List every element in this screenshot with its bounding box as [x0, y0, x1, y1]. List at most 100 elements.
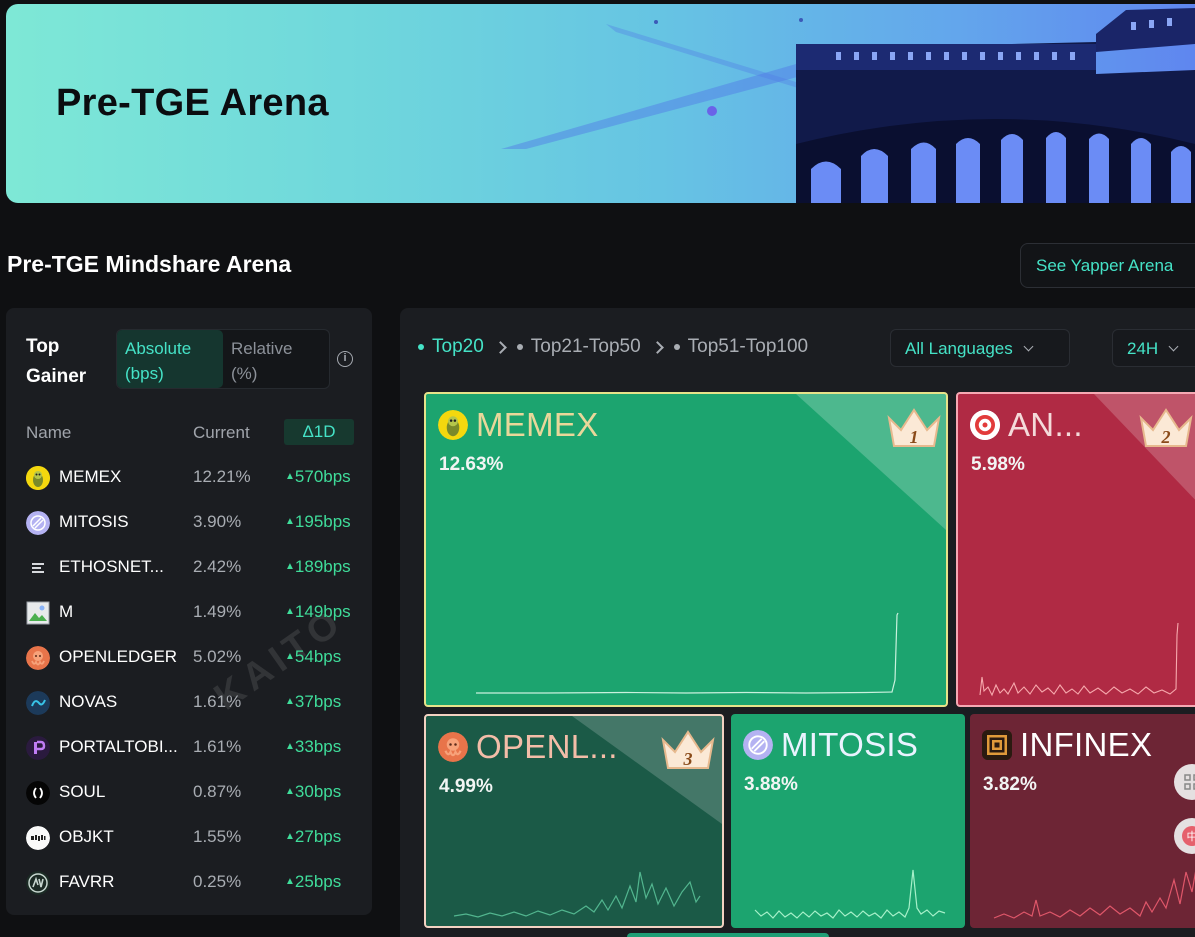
up-arrow-icon: ▲: [285, 651, 295, 662]
chevron-down-icon: [1023, 341, 1034, 352]
table-row[interactable]: MEMEX 12.21% ▲570bps: [6, 455, 372, 500]
svg-text:3: 3: [683, 749, 693, 769]
treemap-tile-memex[interactable]: MEMEX 12.63% 1: [424, 392, 948, 707]
tile-title: INFINEX: [982, 726, 1152, 764]
toggle-absolute[interactable]: Absolute (bps): [117, 330, 223, 388]
crumb-top20[interactable]: Top20: [418, 336, 484, 358]
row-delta: ▲54bps: [285, 647, 341, 667]
row-current: 1.61%: [193, 737, 242, 756]
table-row[interactable]: PORTALTOBI... 1.61% ▲33bps: [6, 725, 372, 770]
table-row[interactable]: FAVRR 0.25% ▲25bps: [6, 860, 372, 905]
favrr-icon: [26, 871, 50, 895]
row-name: ETHOSNET...: [59, 557, 164, 576]
crumb-top21-50[interactable]: Top21-Top50: [516, 336, 641, 358]
table-row[interactable]: NOVAS 1.61% ▲37bps: [6, 680, 372, 725]
octopus-icon: [438, 732, 468, 762]
see-yapper-arena-button[interactable]: See Yapper Arena: [1020, 243, 1195, 288]
row-delta-value: 149bps: [294, 602, 351, 621]
row-current: 1.49%: [193, 602, 242, 621]
horizontal-scrollbar[interactable]: [627, 933, 829, 937]
row-delta-value: 33bps: [294, 737, 342, 756]
portal-icon: [26, 736, 50, 760]
row-name: NOVAS: [59, 692, 118, 711]
tile-sparkline: [476, 612, 899, 694]
crumb-top51-100[interactable]: Top51-Top100: [673, 336, 808, 358]
chevron-right-icon: [650, 340, 664, 354]
row-current: 2.42%: [193, 557, 242, 576]
treemap-tile-openledger[interactable]: OPENL... 4.99% 3: [424, 714, 724, 928]
top-gainer-label: Top Gainer: [26, 336, 87, 387]
ethos-icon: [26, 556, 50, 580]
row-name: FAVRR: [59, 872, 115, 891]
language-select[interactable]: All Languages: [890, 329, 1070, 367]
up-arrow-icon: ▲: [285, 696, 295, 707]
up-arrow-icon: ▲: [285, 876, 295, 887]
objkt-icon: [26, 826, 50, 850]
row-name: M: [59, 602, 74, 621]
table-row[interactable]: ETHOSNET... 2.42% ▲189bps: [6, 545, 372, 590]
row-name: SOUL: [59, 782, 106, 801]
toggle-relative[interactable]: Relative (%): [231, 339, 293, 383]
up-arrow-icon: ▲: [285, 561, 295, 572]
row-current: 1.55%: [193, 827, 242, 846]
column-name: Name: [26, 423, 72, 442]
top-gainer-panel: Top Gainer Absolute (bps) Relative (%) i…: [6, 308, 372, 915]
tile-title: OPENL...: [438, 728, 618, 766]
info-icon[interactable]: i: [337, 351, 353, 367]
tile-title: MITOSIS: [743, 726, 918, 764]
tile-name: INFINEX: [1020, 726, 1153, 763]
mitosis-icon: [26, 511, 50, 535]
row-delta-value: 570bps: [294, 467, 351, 486]
timeframe-select[interactable]: 24H: [1112, 329, 1195, 367]
memex-icon: [26, 466, 50, 490]
up-arrow-icon: ▲: [285, 831, 295, 842]
grid-view-icon[interactable]: [1174, 764, 1195, 800]
row-delta: ▲33bps: [285, 737, 341, 757]
up-arrow-icon: ▲: [285, 741, 295, 752]
row-name: OBJKT: [59, 827, 114, 846]
table-row[interactable]: MITOSIS 3.90% ▲195bps: [6, 500, 372, 545]
octopus-icon: [26, 646, 50, 670]
treemap-tile-mitosis[interactable]: MITOSIS 3.88%: [731, 714, 965, 928]
row-delta-value: 195bps: [294, 512, 351, 531]
banner-title: Pre-TGE Arena: [56, 82, 329, 124]
row-current: 3.90%: [193, 512, 242, 531]
translate-icon[interactable]: 中: [1174, 818, 1195, 854]
novas-icon: [26, 691, 50, 715]
row-delta-value: 54bps: [294, 647, 342, 666]
mindshare-treemap-panel: Top20 Top21-Top50 Top51-Top100 All Langu…: [400, 308, 1195, 937]
column-delta-1d[interactable]: Δ1D: [284, 419, 354, 445]
up-arrow-icon: ▲: [285, 516, 295, 527]
row-delta-value: 25bps: [294, 872, 342, 891]
svg-text:2: 2: [1161, 427, 1171, 447]
rank-breadcrumb: Top20 Top21-Top50 Top51-Top100: [418, 336, 808, 358]
table-row[interactable]: M 1.49% ▲149bps: [6, 590, 372, 635]
tile-name: MEMEX: [476, 406, 599, 443]
table-row[interactable]: OBJKT 1.55% ▲27bps: [6, 815, 372, 860]
tile-name: AN...: [1008, 406, 1083, 443]
table-row[interactable]: SOUL 0.87% ▲30bps: [6, 770, 372, 815]
treemap-tile-an[interactable]: AN... 5.98% 2: [956, 392, 1195, 707]
row-delta-value: 37bps: [294, 692, 342, 711]
tile-percent: 4.99%: [439, 776, 493, 797]
column-current[interactable]: Current: [193, 423, 250, 442]
row-delta: ▲195bps: [285, 512, 351, 532]
tile-sparkline: [993, 871, 1195, 919]
tile-percent: 3.88%: [744, 774, 798, 795]
table-row[interactable]: OPENLEDGER 5.02% ▲54bps: [6, 635, 372, 680]
crown-rank-1-icon: 1: [887, 408, 941, 447]
row-current: 1.61%: [193, 692, 242, 711]
tile-name: OPENL...: [476, 728, 618, 765]
tile-title: AN...: [970, 406, 1083, 444]
row-current: 0.25%: [193, 872, 242, 891]
crown-rank-2-icon: 2: [1139, 408, 1193, 447]
up-arrow-icon: ▲: [285, 786, 295, 797]
section-title: Pre-TGE Mindshare Arena: [7, 251, 292, 277]
row-delta: ▲27bps: [285, 827, 341, 847]
row-current: 0.87%: [193, 782, 242, 801]
treemap-tile-infinex[interactable]: INFINEX 3.82% 中: [970, 714, 1195, 928]
soul-icon: [26, 781, 50, 805]
row-delta-value: 30bps: [294, 782, 342, 801]
up-arrow-icon: ▲: [285, 606, 295, 617]
row-delta-value: 189bps: [294, 557, 351, 576]
